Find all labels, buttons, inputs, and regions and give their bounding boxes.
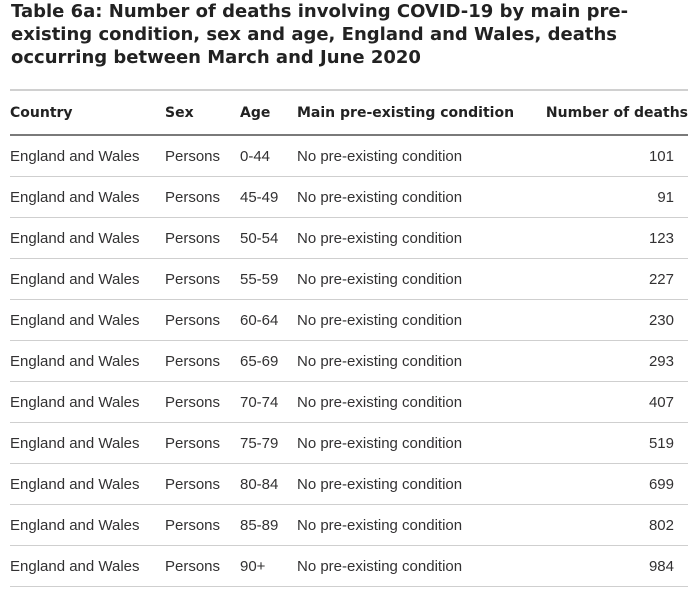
cell-country: England and Wales [10,422,165,464]
cell-age: 70-74 [240,381,297,423]
cell-sex: Persons [165,381,240,423]
cell-condition: No pre-existing condition [297,545,537,587]
cell-country: England and Wales [10,463,165,505]
cell-condition: No pre-existing condition [297,176,537,218]
cell-age: 85-89 [240,504,297,546]
cell-sex: Persons [165,545,240,587]
cell-country: England and Wales [10,135,165,177]
cell-country: England and Wales [10,217,165,259]
table-row: England and Wales Persons 50-54 No pre-exis… [10,217,688,259]
header-condition: Main pre-existing condition [297,90,537,136]
table-row: England and Wales Persons 55-59 No pre-exis… [10,258,688,300]
cell-deaths: 984 [537,545,688,587]
cell-deaths: 802 [537,504,688,546]
cell-deaths: 101 [537,135,688,177]
cell-sex: Persons [165,135,240,177]
cell-sex: Persons [165,340,240,382]
cell-country: England and Wales [10,545,165,587]
header-row: Country Sex Age Main pre-existing condit… [10,90,688,136]
deaths-table: Country Sex Age Main pre-existing condit… [10,89,688,587]
cell-age: 75-79 [240,422,297,464]
cell-condition: No pre-existing condition [297,381,537,423]
cell-age: 45-49 [240,176,297,218]
cell-sex: Persons [165,258,240,300]
cell-sex: Persons [165,176,240,218]
table-title: Table 6a: Number of deaths involving COV… [11,1,629,68]
header-sex: Sex [165,90,240,136]
cell-age: 90+ [240,545,297,587]
cell-sex: Persons [165,217,240,259]
cell-country: England and Wales [10,340,165,382]
table-row: England and Wales Persons 85-89 No pre-exis… [10,504,688,546]
table-row: England and Wales Persons 80-84 No pre-exis… [10,463,688,505]
cell-condition: No pre-existing condition [297,340,537,382]
table-row: England and Wales Persons 45-49 No pre-exis… [10,176,688,218]
cell-deaths: 230 [537,299,688,341]
cell-sex: Persons [165,299,240,341]
cell-condition: No pre-existing condition [297,504,537,546]
cell-deaths: 407 [537,381,688,423]
header-age: Age [240,90,297,136]
cell-condition: No pre-existing condition [297,422,537,464]
cell-condition: No pre-existing condition [297,258,537,300]
cell-country: England and Wales [10,381,165,423]
table-row: England and Wales Persons 75-79 No pre-exis… [10,422,688,464]
cell-deaths: 91 [537,176,688,218]
cell-age: 50-54 [240,217,297,259]
table-row: England and Wales Persons 60-64 No pre-exis… [10,299,688,341]
table-row: England and Wales Persons 65-69 No pre-exis… [10,340,688,382]
cell-deaths: 123 [537,217,688,259]
cell-age: 80-84 [240,463,297,505]
table-body: England and Wales Persons 0-44 No pre-exist… [10,135,688,587]
table-row: England and Wales Persons 90+ No pre-existi… [10,545,688,587]
cell-sex: Persons [165,463,240,505]
cell-sex: Persons [165,504,240,546]
cell-condition: No pre-existing condition [297,135,537,177]
cell-age: 0-44 [240,135,297,177]
header-deaths: Number of deaths [537,90,688,136]
cell-deaths: 699 [537,463,688,505]
cell-condition: No pre-existing condition [297,299,537,341]
cell-age: 55-59 [240,258,297,300]
cell-country: England and Wales [10,258,165,300]
cell-age: 60-64 [240,299,297,341]
deaths-table-container: Country Sex Age Main pre-existing condit… [10,89,688,587]
table-header: Country Sex Age Main pre-existing condit… [10,90,688,136]
cell-deaths: 519 [537,422,688,464]
cell-age: 65-69 [240,340,297,382]
cell-deaths: 227 [537,258,688,300]
cell-deaths: 293 [537,340,688,382]
table-row: England and Wales Persons 70-74 No pre-exis… [10,381,688,423]
cell-condition: No pre-existing condition [297,463,537,505]
cell-country: England and Wales [10,504,165,546]
header-country: Country [10,90,165,136]
cell-country: England and Wales [10,299,165,341]
table-row: England and Wales Persons 0-44 No pre-exist… [10,135,688,177]
cell-condition: No pre-existing condition [297,217,537,259]
cell-country: England and Wales [10,176,165,218]
cell-sex: Persons [165,422,240,464]
